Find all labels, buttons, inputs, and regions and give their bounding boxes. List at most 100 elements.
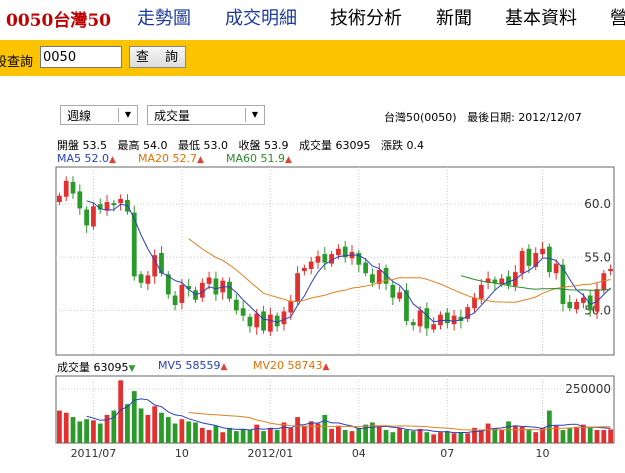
nav-item-basic-info[interactable]: 基本資料 [505, 8, 577, 29]
ma5-legend: MA5 52.0▲ [57, 152, 116, 165]
volume-bar [125, 404, 130, 443]
low-value: 53.0 [203, 139, 229, 152]
volume-bar [397, 427, 403, 443]
volume-bar [587, 427, 593, 443]
time-tick-label: 04 [352, 447, 366, 460]
stock-title: 0050台灣50 [6, 11, 111, 31]
open-label: 開盤 [57, 139, 79, 152]
nav-item-trade-details[interactable]: 成交明細 [225, 8, 297, 29]
volume-legend-value: 63095 [93, 361, 129, 374]
volume-bar [308, 421, 314, 443]
mv20-value: 58743 [287, 359, 323, 372]
volume-bar [512, 425, 518, 443]
nav-item-revenue[interactable]: 營 [610, 8, 625, 29]
ma60-line [460, 275, 611, 291]
volume-bar [458, 432, 464, 443]
candle-body [492, 279, 498, 283]
volume-bar [274, 430, 280, 443]
time-tick-label: 10 [175, 447, 189, 460]
candle-body [63, 180, 69, 197]
volume-label: 成交量 [299, 139, 332, 152]
volume-bar [220, 432, 226, 443]
candle-body [111, 203, 117, 206]
volume-bar [444, 431, 450, 443]
candle-body [179, 284, 185, 303]
candle-body [526, 248, 532, 266]
query-bar: 股查詢 查 詢 [0, 40, 625, 76]
volume-bar [370, 422, 375, 443]
stock-name-label: 台灣50(0050) 最後日期: 2012/12/07 [384, 109, 582, 125]
volume-bar [580, 424, 586, 443]
volume-bar [356, 427, 362, 443]
candle-body [308, 261, 314, 269]
candle-body [580, 297, 586, 303]
candle-body [506, 276, 511, 285]
volume-bar [84, 419, 90, 443]
volume-bar [472, 427, 477, 443]
ma60-label: MA60 [226, 152, 258, 165]
candle-body [145, 275, 151, 284]
high-value: 54.0 [143, 139, 168, 152]
volume-bar [77, 421, 83, 443]
ma5-line [86, 200, 611, 323]
high-label: 最高 [117, 139, 140, 152]
volume-bar [417, 428, 423, 443]
volume-bar [159, 412, 164, 443]
candle-body [172, 295, 178, 306]
volume-bar [213, 425, 219, 443]
volume-bar [506, 421, 511, 443]
change-value: 0.4 [406, 139, 425, 152]
last-date-label: 最後日期: [467, 111, 515, 124]
volume-bar [57, 410, 62, 443]
nav-item-trend-chart[interactable]: 走勢圖 [137, 8, 191, 29]
mv5-value: 58559 [185, 359, 221, 372]
candle-body [553, 263, 559, 274]
candle-body [478, 284, 484, 299]
volume-value: 63095 [335, 139, 371, 152]
period-select[interactable]: 週線 ▼ [60, 105, 138, 125]
volume-bar [138, 408, 144, 443]
candle-body [417, 310, 423, 327]
candle-body [91, 206, 96, 227]
query-button[interactable]: 查 詢 [129, 46, 186, 68]
candle-body [213, 278, 219, 295]
volume-bar [91, 420, 96, 443]
candle-body [567, 301, 573, 309]
volume-bar [199, 427, 205, 443]
candle-body [267, 314, 273, 332]
time-tick-label: 2011/07 [71, 447, 117, 460]
volume-bar [465, 433, 471, 443]
nav-item-technical-analysis[interactable]: 技術分析 [330, 8, 402, 29]
last-date: 2012/12/07 [518, 111, 582, 124]
stock-code-input[interactable] [40, 46, 122, 68]
candle-body [533, 253, 539, 267]
candle-body [138, 274, 144, 283]
ma5-label: MA5 [57, 152, 82, 165]
volume-bar [533, 432, 539, 443]
nav-item-news[interactable]: 新聞 [436, 8, 472, 29]
volume-bar [342, 430, 348, 443]
volume-legend: 成交量 63095▼ [57, 359, 135, 375]
candle-body [70, 181, 76, 194]
volume-tick-label: 250000 [565, 382, 611, 396]
volume-bar [247, 430, 253, 443]
volume-bar [118, 380, 124, 443]
ma20-value: 52.7 [172, 152, 198, 165]
volume-bar [376, 426, 382, 443]
volume-bar [288, 427, 294, 443]
volume-bar [152, 406, 158, 443]
mv20-legend: MV20 58743▲ [253, 359, 329, 372]
volume-bar [546, 410, 552, 443]
candle-body [438, 314, 443, 326]
volume-bar [594, 430, 600, 443]
volume-bar [295, 417, 300, 443]
volume-bar [254, 424, 260, 443]
candle-body [315, 256, 321, 263]
candle-body [458, 316, 464, 322]
indicator-select[interactable]: 成交量 ▼ [147, 105, 265, 125]
ma60-value: 51.9 [260, 152, 286, 165]
mv5-legend: MV5 58559▲ [158, 359, 227, 372]
price-tick-label: 55.0 [584, 250, 611, 264]
volume-bar [526, 430, 532, 443]
time-tick-label: 2012/01 [248, 447, 294, 460]
